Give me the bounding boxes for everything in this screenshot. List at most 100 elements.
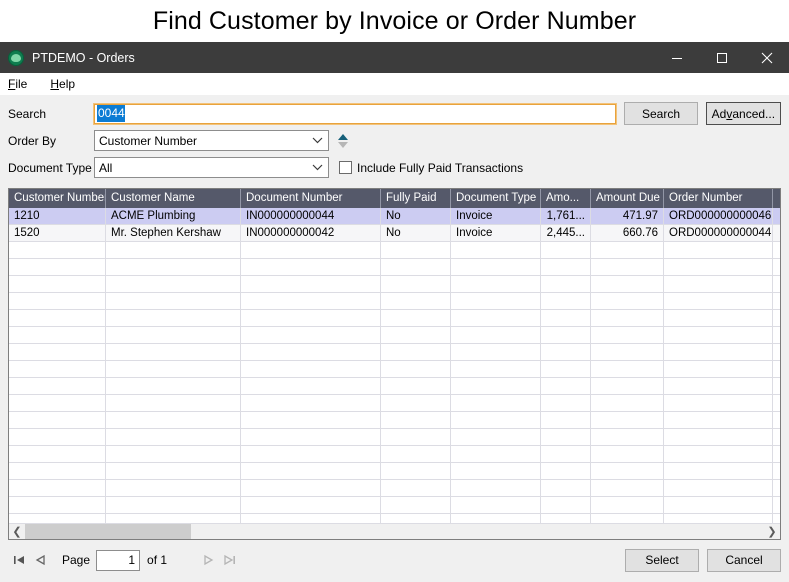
- order-by-spinner[interactable]: [335, 130, 350, 151]
- menu-item-help[interactable]: Help: [50, 76, 76, 91]
- scrollbar-thumb[interactable]: [25, 523, 191, 539]
- page-label: Page: [62, 553, 91, 567]
- spin-down-icon[interactable]: [337, 141, 348, 148]
- table-cell-empty: [9, 412, 106, 429]
- table-cell-empty: [451, 446, 541, 463]
- table-cell-empty: [241, 446, 381, 463]
- table-row-empty[interactable]: [9, 310, 780, 327]
- order-by-select[interactable]: Customer Number: [94, 130, 329, 151]
- table-row-empty[interactable]: [9, 361, 780, 378]
- table-row-empty[interactable]: [9, 412, 780, 429]
- table-row-empty[interactable]: [9, 480, 780, 497]
- search-button[interactable]: Search: [624, 102, 698, 125]
- table-cell-empty: [106, 463, 241, 480]
- first-page-icon[interactable]: [8, 549, 30, 571]
- include-fully-paid-checkbox[interactable]: Include Fully Paid Transactions: [339, 161, 523, 175]
- grid-header-row: Customer Number Customer Name Document Num…: [9, 189, 780, 208]
- grid-header-cell[interactable]: Customer Number: [9, 189, 106, 208]
- grid-header-cell[interactable]: Document Type: [451, 189, 541, 208]
- table-row[interactable]: 1210 ACME Plumbing IN000000000044 No Invoice…: [9, 208, 780, 225]
- checkbox-box-icon[interactable]: [339, 161, 352, 174]
- grid-header-cell[interactable]: Amount Due: [591, 189, 664, 208]
- search-input[interactable]: 0044: [92, 102, 618, 125]
- table-cell-empty: [773, 463, 780, 480]
- document-type-label: Document Type: [8, 160, 92, 175]
- menu-item-file-label: ile: [15, 76, 28, 91]
- table-row-empty[interactable]: [9, 259, 780, 276]
- table-row-empty[interactable]: [9, 327, 780, 344]
- table-cell-empty: [591, 242, 664, 259]
- chevron-down-icon: [312, 131, 323, 150]
- cancel-button[interactable]: Cancel: [707, 548, 781, 572]
- window-controls: [654, 42, 789, 73]
- grid-header-cell[interactable]: Document Number: [241, 189, 381, 208]
- select-button[interactable]: Select: [625, 548, 699, 572]
- menu-bar: File Help: [0, 73, 789, 95]
- table-row-empty[interactable]: [9, 429, 780, 446]
- table-cell-empty: [381, 276, 451, 293]
- table-cell-empty: [381, 497, 451, 514]
- table-cell: No: [381, 225, 451, 242]
- table-cell-empty: [9, 310, 106, 327]
- table-cell-empty: [381, 361, 451, 378]
- grid-header-cell[interactable]: Fully Paid: [381, 189, 451, 208]
- menu-item-file[interactable]: File: [8, 76, 28, 91]
- page-input[interactable]: 1: [96, 549, 141, 571]
- grid-body[interactable]: 1210 ACME Plumbing IN000000000044 No Invoice…: [9, 208, 780, 523]
- table-cell-empty: [541, 497, 591, 514]
- next-page-icon[interactable]: [197, 549, 219, 571]
- last-page-icon[interactable]: [219, 549, 241, 571]
- application-window: PTDEMO - Orders File Help Search 0044: [0, 42, 789, 582]
- grid-header-cell[interactable]: Amo...: [541, 189, 591, 208]
- table-row-empty[interactable]: [9, 293, 780, 310]
- spin-up-icon[interactable]: [337, 133, 348, 140]
- scrollbar-track[interactable]: [25, 523, 764, 539]
- table-row-empty[interactable]: [9, 276, 780, 293]
- search-input-value: 0044: [97, 105, 125, 122]
- table-cell-empty: [773, 310, 780, 327]
- table-cell-empty: [664, 259, 773, 276]
- table-cell-empty: [241, 276, 381, 293]
- table-cell-empty: [773, 276, 780, 293]
- prev-page-icon[interactable]: [30, 549, 52, 571]
- table-row-empty[interactable]: [9, 497, 780, 514]
- table-cell-empty: [381, 378, 451, 395]
- table-cell-empty: [9, 463, 106, 480]
- close-icon[interactable]: [744, 42, 789, 73]
- table-row[interactable]: 1520 Mr. Stephen Kershaw IN000000000042 No I…: [9, 225, 780, 242]
- advanced-button[interactable]: Advanced...: [705, 102, 781, 125]
- table-cell-empty: [241, 378, 381, 395]
- table-cell-empty: [451, 310, 541, 327]
- table-cell-empty: [773, 395, 780, 412]
- table-cell: Invoice: [451, 208, 541, 225]
- table-cell-empty: [241, 242, 381, 259]
- table-row-empty[interactable]: [9, 242, 780, 259]
- table-row-empty[interactable]: [9, 446, 780, 463]
- table-cell: 1210: [9, 208, 106, 225]
- table-cell-empty: [381, 259, 451, 276]
- table-row-empty[interactable]: [9, 378, 780, 395]
- chevron-right-icon[interactable]: ❯: [764, 523, 780, 539]
- horizontal-scrollbar[interactable]: ❮ ❯: [9, 523, 780, 539]
- table-cell-empty: [106, 378, 241, 395]
- document-type-select[interactable]: All: [94, 157, 329, 178]
- table-row-empty[interactable]: [9, 463, 780, 480]
- grid-header-cell[interactable]: Customer Name: [106, 189, 241, 208]
- table-cell-empty: [106, 327, 241, 344]
- table-cell-empty: [541, 429, 591, 446]
- table-cell-empty: [451, 514, 541, 523]
- table-row-empty[interactable]: [9, 395, 780, 412]
- table-row-empty[interactable]: [9, 514, 780, 523]
- grid-header-cell[interactable]: [773, 189, 780, 208]
- chevron-left-icon[interactable]: ❮: [9, 523, 25, 539]
- maximize-icon[interactable]: [699, 42, 744, 73]
- table-cell-empty: [9, 395, 106, 412]
- table-cell-empty: [664, 361, 773, 378]
- table-cell-empty: [664, 480, 773, 497]
- table-cell-empty: [451, 327, 541, 344]
- grid-header-cell[interactable]: Order Number: [664, 189, 773, 208]
- minimize-icon[interactable]: [654, 42, 699, 73]
- table-row-empty[interactable]: [9, 344, 780, 361]
- table-cell-empty: [381, 344, 451, 361]
- table-cell-empty: [106, 480, 241, 497]
